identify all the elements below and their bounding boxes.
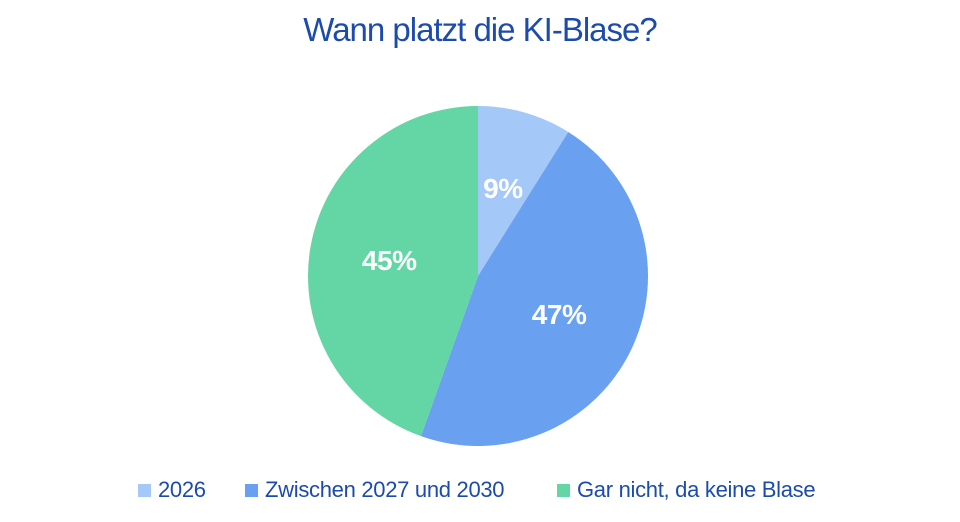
legend-label-2026: 2026 xyxy=(158,476,206,502)
legend-swatch-icon xyxy=(245,483,258,497)
pie-slice xyxy=(478,106,569,276)
legend-swatch-icon xyxy=(138,483,151,497)
legend-item-keine-blase: Gar nicht, da keine Blase xyxy=(557,476,816,503)
slice-value-label-2026: 9% xyxy=(483,173,523,205)
pie-slice xyxy=(420,131,648,446)
legend-label-keine-blase: Gar nicht, da keine Blase xyxy=(577,476,816,502)
slice-value-label-2027-2030: 47% xyxy=(531,299,587,331)
pie-slice xyxy=(308,106,478,437)
chart-legend: 2026 Zwischen 2027 und 2030 Gar nicht, d… xyxy=(0,477,960,503)
legend-label-2027-2030: Zwischen 2027 und 2030 xyxy=(265,476,505,502)
pie-svg xyxy=(308,106,648,446)
slice-value-label-keine-blase: 45% xyxy=(361,244,417,276)
pie-chart: 9% 47% 45% xyxy=(308,106,648,446)
chart-title: Wann platzt die KI-Blase? xyxy=(303,11,657,48)
legend-swatch-icon xyxy=(557,483,570,497)
legend-item-2027-2030: Zwischen 2027 und 2030 xyxy=(245,476,505,503)
legend-item-2026: 2026 xyxy=(138,477,206,503)
